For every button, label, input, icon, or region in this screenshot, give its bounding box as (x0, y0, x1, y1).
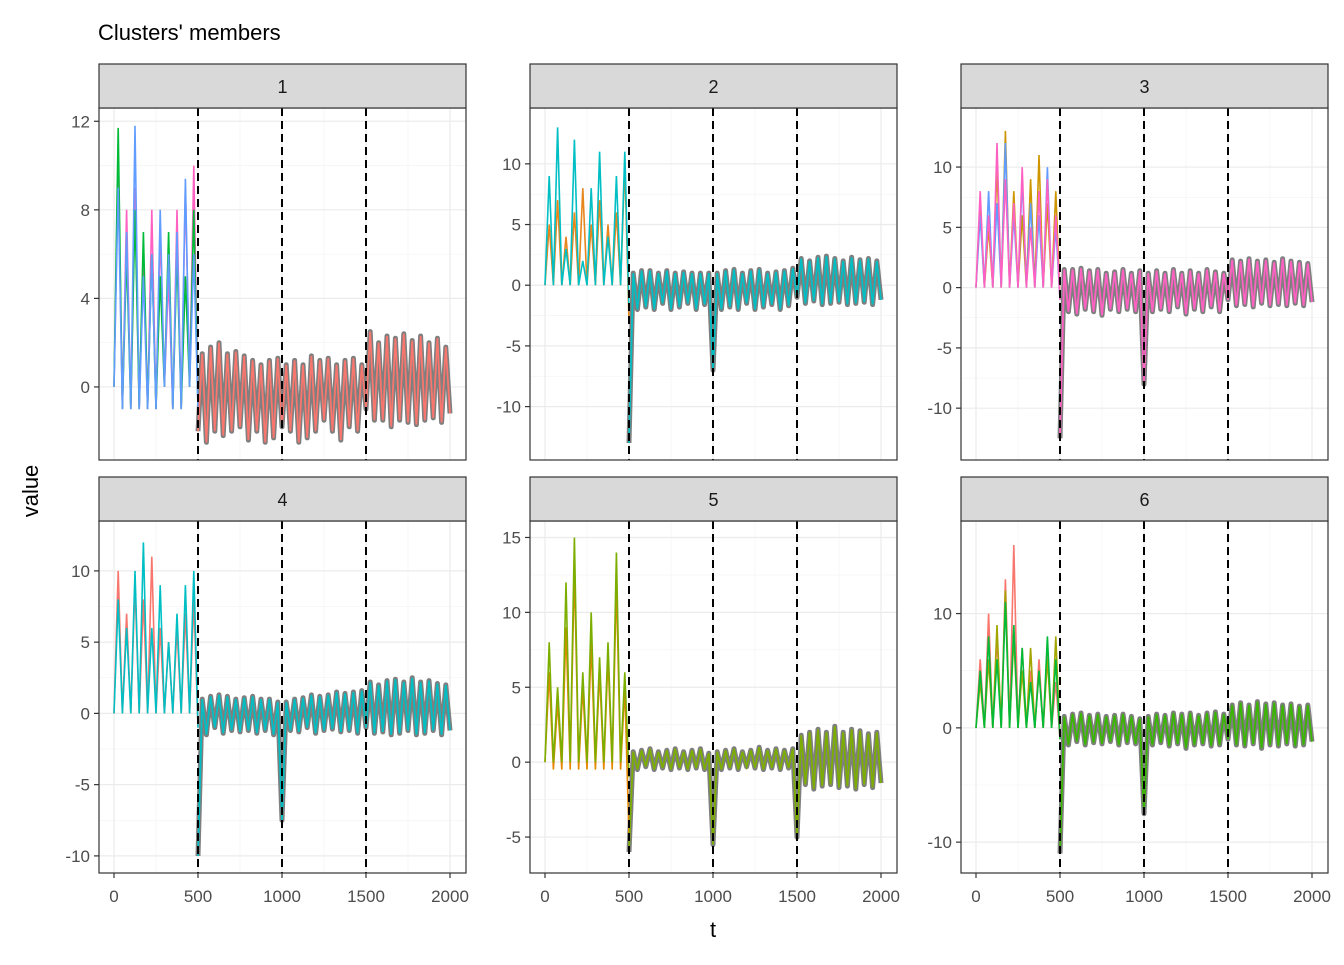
x-tick-label: 500 (184, 887, 212, 906)
y-tick-label: 10 (502, 603, 521, 622)
y-tick-label: 5 (512, 678, 521, 697)
facet-panel-4: 4 -10 -5 0 5 10 0 500 1000 1500 2000 (65, 476, 469, 906)
x-tick-label: 2000 (862, 887, 900, 906)
x-tick-label: 0 (971, 887, 980, 906)
facet-strip-label: 3 (1139, 77, 1149, 97)
y-tick-label: 0 (943, 719, 952, 738)
y-tick-label: 8 (81, 201, 90, 220)
x-tick-label: 2000 (431, 887, 469, 906)
member-series-line (544, 127, 630, 310)
y-tick-label: 5 (512, 216, 521, 235)
facet-strip-label: 2 (708, 77, 718, 97)
x-tick-label: 500 (615, 887, 643, 906)
y-tick-label: 5 (943, 218, 952, 237)
facet-strip (960, 476, 1329, 522)
member-overlay-line (628, 256, 882, 444)
facet-strip (98, 63, 467, 109)
facet-panel-2: 2 -10 -5 0 5 10 (496, 63, 898, 461)
member-overlay-line (628, 726, 882, 853)
y-tick-label: 12 (71, 112, 90, 131)
y-tick-label: -10 (65, 847, 90, 866)
member-series-line (113, 542, 199, 728)
x-tick-label: 1000 (694, 887, 732, 906)
y-tick-label: 10 (933, 605, 952, 624)
facet-panel-5: 5 -5 0 5 10 15 0 500 1000 1500 2000 (502, 476, 900, 906)
member-series-line (975, 142, 1061, 300)
y-tick-label: 0 (81, 378, 90, 397)
facet-strip (529, 63, 898, 109)
member-overlay-line (1059, 701, 1313, 854)
facet-strip-label: 4 (277, 490, 287, 510)
y-tick-label: -10 (927, 399, 952, 418)
y-tick-label: 0 (512, 276, 521, 295)
facet-panel-1: 1 0 4 8 12 (71, 63, 467, 461)
x-tick-label: 1500 (1209, 887, 1247, 906)
y-tick-label: 10 (502, 155, 521, 174)
facet-strip (98, 476, 467, 522)
member-series-line (544, 537, 630, 778)
facet-strip-label: 1 (277, 77, 287, 97)
x-tick-label: 1500 (778, 887, 816, 906)
y-tick-label: 0 (81, 704, 90, 723)
member-overlay-line (1059, 258, 1313, 439)
x-tick-label: 1000 (1125, 887, 1163, 906)
facet-strip (529, 476, 898, 522)
y-tick-label: -10 (496, 398, 521, 417)
y-tick-label: 10 (71, 562, 90, 581)
facet-strip-label: 5 (708, 490, 718, 510)
member-overlay-line (197, 677, 451, 856)
member-series-line (975, 602, 1061, 740)
y-tick-label: -5 (506, 337, 521, 356)
y-tick-label: -10 (927, 833, 952, 852)
facet-panel-3: 3 -10 -5 0 5 10 (927, 63, 1329, 461)
facet-panel-6: 6 -10 0 10 0 500 1000 1500 2000 (927, 476, 1331, 906)
y-tick-label: 0 (512, 753, 521, 772)
x-axis-label: t (710, 917, 716, 942)
x-tick-label: 1000 (263, 887, 301, 906)
y-tick-label: -5 (937, 339, 952, 358)
y-tick-label: 4 (81, 289, 90, 308)
y-axis-label: value (18, 465, 43, 518)
member-series-line (113, 125, 199, 410)
y-tick-label: -5 (75, 776, 90, 795)
x-tick-label: 1500 (347, 887, 385, 906)
chart-title: Clusters' members (98, 20, 281, 45)
y-tick-label: 0 (943, 279, 952, 298)
x-tick-label: 500 (1046, 887, 1074, 906)
y-tick-label: 15 (502, 528, 521, 547)
x-tick-label: 0 (109, 887, 118, 906)
member-overlay-line (197, 331, 451, 443)
y-tick-label: 10 (933, 158, 952, 177)
facet-strip-label: 6 (1139, 490, 1149, 510)
y-tick-label: -5 (506, 828, 521, 847)
facet-strip (960, 63, 1329, 109)
x-tick-label: 0 (540, 887, 549, 906)
y-tick-label: 5 (81, 633, 90, 652)
x-tick-label: 2000 (1293, 887, 1331, 906)
